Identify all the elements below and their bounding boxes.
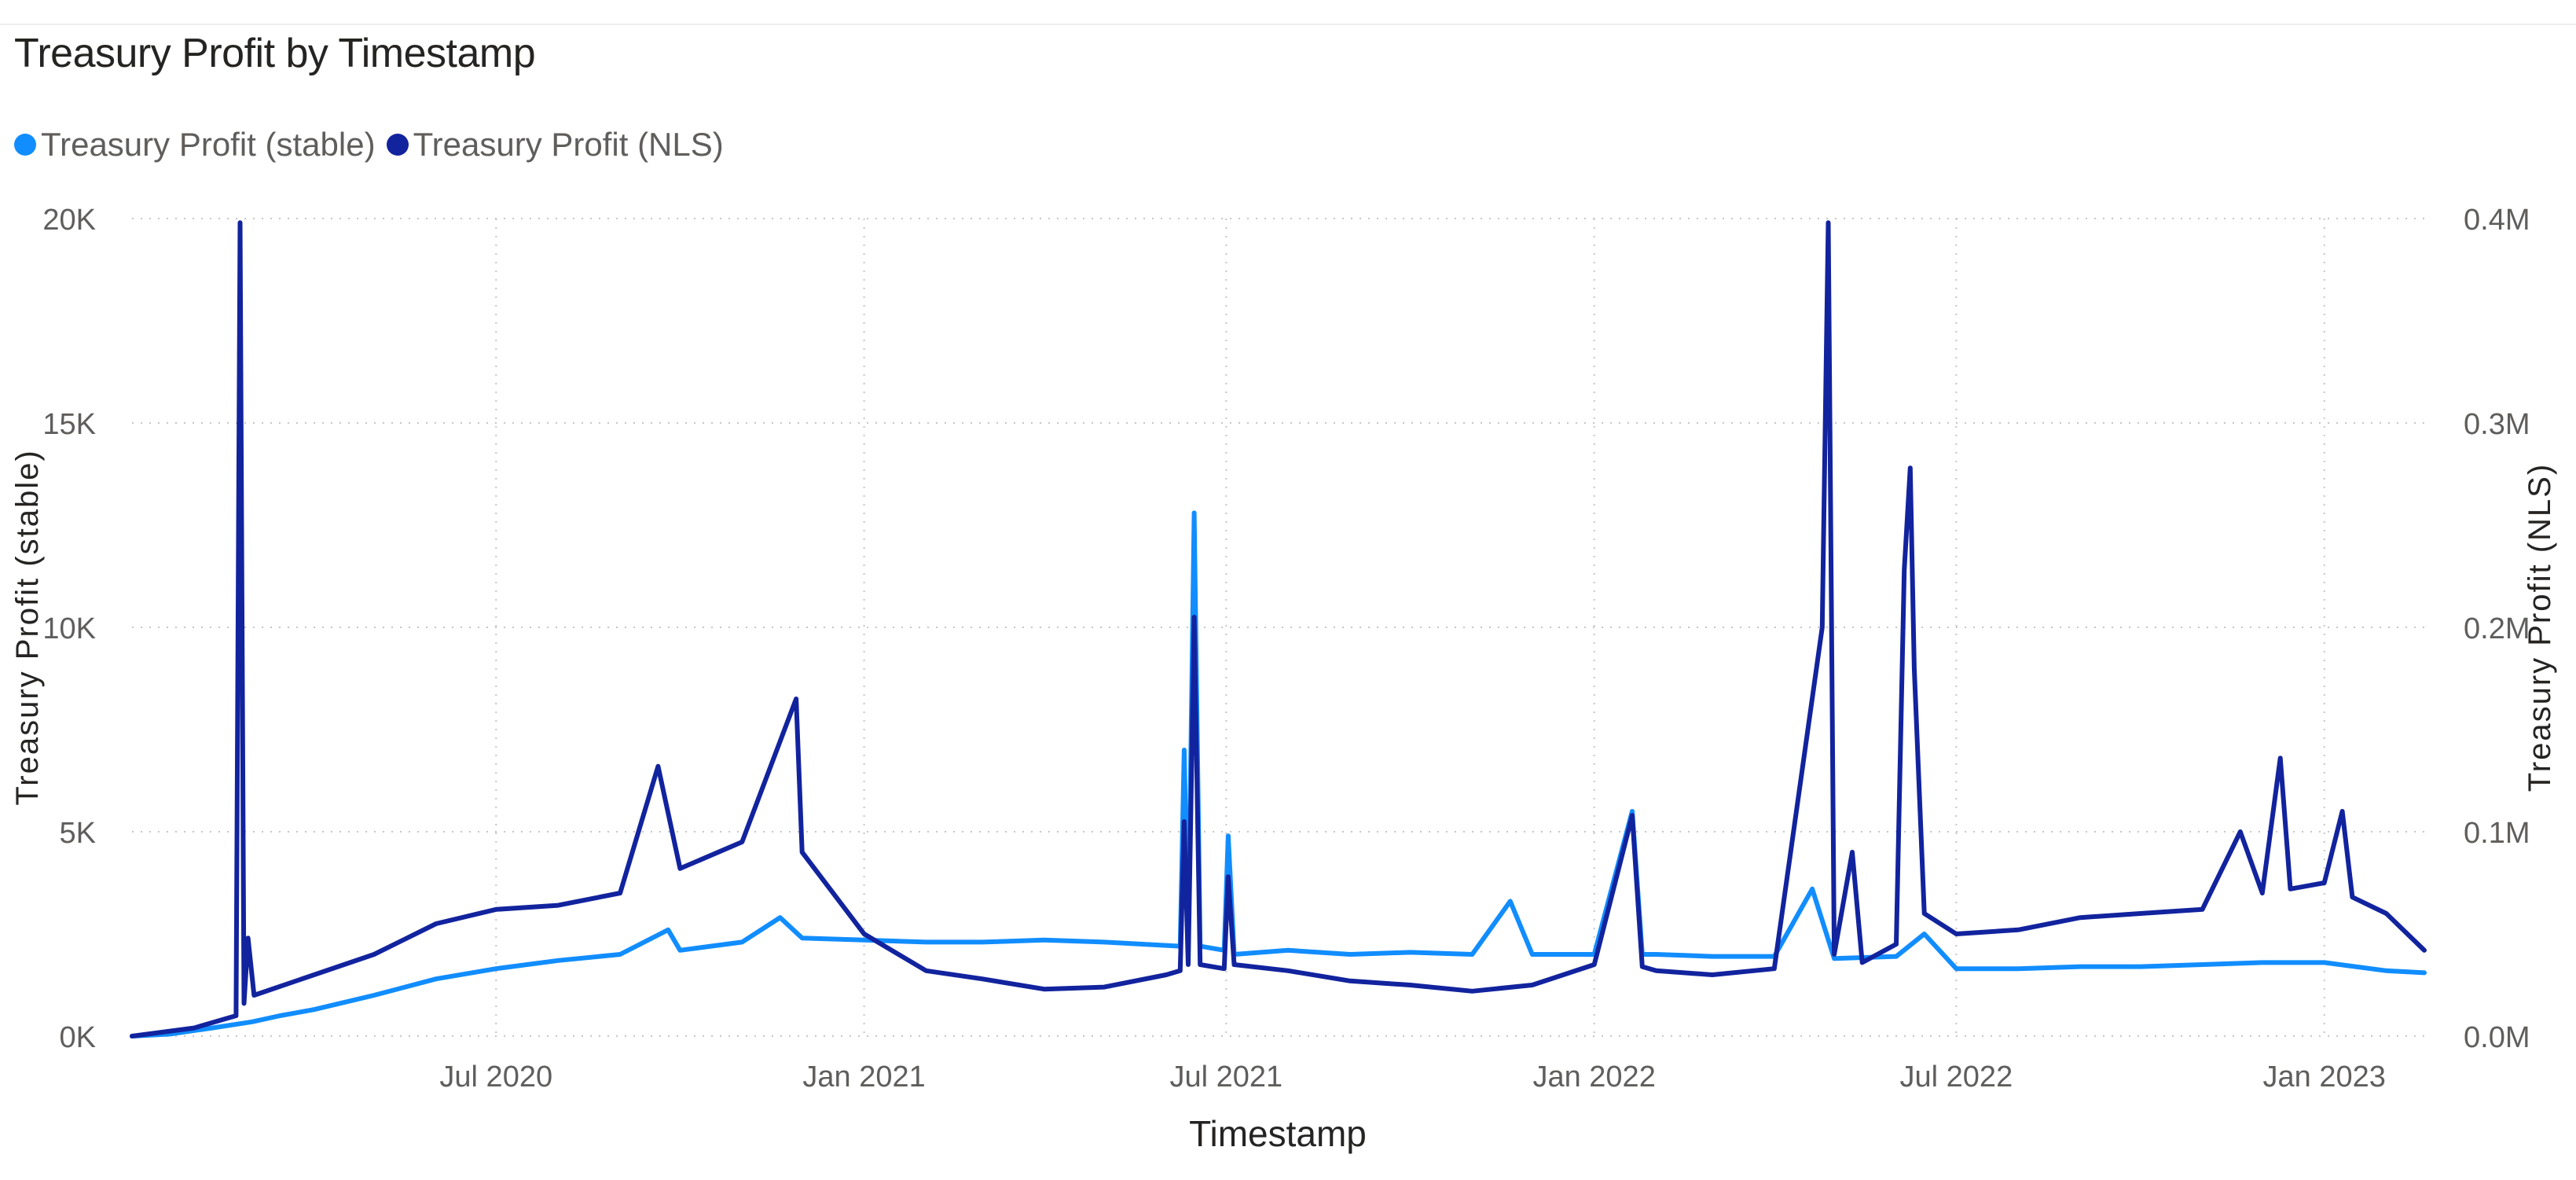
x-tick-label: Jan 2023 (2263, 1061, 2386, 1094)
y-right-tick-label: 0.3M (2464, 408, 2530, 441)
y-left-tick-label: 15K (42, 408, 96, 441)
y-right-tick-label: 0.4M (2464, 204, 2530, 237)
x-tick-label: Jan 2022 (1532, 1061, 1655, 1094)
y-left-tick-label: 0K (60, 1021, 96, 1054)
series-line-nls (130, 220, 2427, 1038)
y-right-tick-label: 0.1M (2464, 817, 2530, 850)
x-tick-label: Jul 2021 (1169, 1061, 1282, 1094)
x-tick-label: Jul 2022 (1900, 1061, 2013, 1094)
legend-item-stable[interactable]: Treasury Profit (stable) (14, 126, 376, 164)
y-right-tick-label: 0.0M (2464, 1021, 2530, 1054)
legend-label-stable: Treasury Profit (stable) (41, 126, 376, 163)
x-axis-title: Timestamp (1189, 1113, 1367, 1154)
series-lines (130, 220, 2427, 1038)
legend-item-nls[interactable]: Treasury Profit (NLS) (386, 126, 724, 164)
y-right-axis-title: Treasury Profit (NLS) (2523, 463, 2557, 792)
y-right-tick-label: 0.2M (2464, 612, 2530, 645)
chart-title: Treasury Profit by Timestamp (14, 31, 536, 76)
legend-marker-stable (14, 134, 36, 156)
x-tick-label: Jan 2021 (802, 1061, 925, 1094)
axes: 0K 5K 10K 15K 20K 0.0M 0.1M 0.2M 0.3M 0.4M Jul 202… (10, 204, 2557, 1154)
x-tick-label: Jul 2020 (439, 1061, 552, 1094)
y-left-axis-title: Treasury Profit (stable) (10, 449, 45, 805)
series-line-stable (130, 510, 2427, 1038)
legend-label-nls: Treasury Profit (NLS) (413, 126, 724, 163)
top-divider (0, 24, 2576, 25)
legend-marker-nls (386, 134, 409, 156)
y-left-tick-label: 5K (60, 817, 96, 850)
legend[interactable]: Treasury Profit (stable) Treasury Profit… (14, 126, 724, 164)
y-left-tick-label: 20K (42, 204, 96, 237)
y-left-tick-label: 10K (42, 612, 96, 645)
